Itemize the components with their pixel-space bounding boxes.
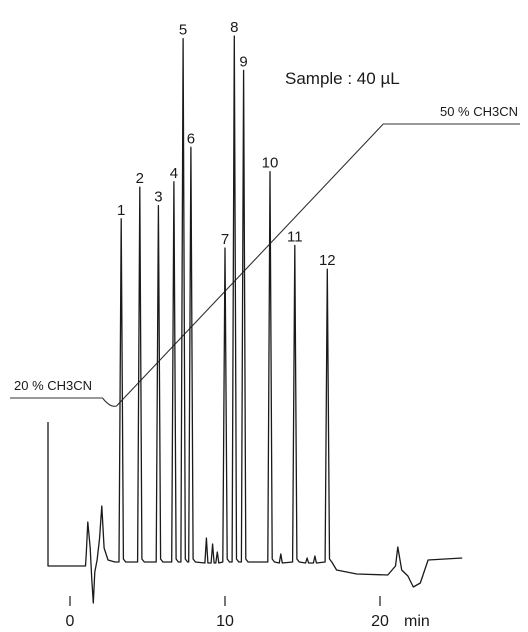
gradient-start-label: 20 % CH3CN (14, 378, 92, 393)
x-unit-label: min (404, 613, 430, 630)
peak-label: 1 (117, 202, 125, 219)
gradient-line (10, 123, 520, 407)
peak-label: 8 (230, 19, 238, 36)
peak-label: 2 (136, 170, 144, 187)
x-tick-label: 20 (371, 613, 389, 630)
peak-label: 10 (262, 155, 279, 172)
chromatogram-trace (47, 35, 463, 604)
peak-label: 11 (287, 228, 303, 245)
peak-label: 3 (154, 189, 162, 206)
peak-label: 4 (170, 165, 178, 182)
peak-label: 5 (179, 22, 187, 39)
peak-label: 12 (319, 252, 336, 269)
peak-label: 7 (221, 231, 229, 248)
x-axis: 0 10 20 min (66, 596, 430, 630)
peak-label: 6 (187, 130, 195, 147)
gradient-end-label: 50 % CH3CN (440, 104, 518, 119)
gradient-layer: 20 % CH3CN 50 % CH3CN (10, 104, 520, 407)
peak-label: 9 (239, 53, 247, 70)
sample-label: Sample : 40 µL (285, 69, 400, 88)
x-tick-label: 10 (216, 613, 234, 630)
x-tick-label: 0 (66, 613, 75, 630)
